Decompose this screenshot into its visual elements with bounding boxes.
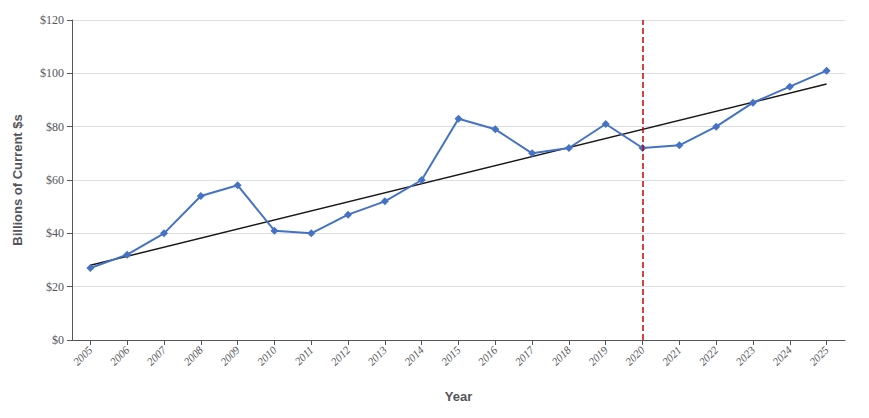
svg-text:Year: Year — [445, 389, 472, 404]
svg-text:2021: 2021 — [660, 344, 684, 368]
svg-text:$80: $80 — [46, 120, 64, 134]
svg-text:$0: $0 — [52, 333, 64, 347]
svg-text:2010: 2010 — [255, 343, 279, 367]
svg-text:2023: 2023 — [733, 343, 757, 367]
svg-text:$20: $20 — [46, 280, 64, 294]
svg-text:2025: 2025 — [807, 343, 831, 367]
svg-text:2007: 2007 — [144, 343, 168, 367]
svg-text:2024: 2024 — [770, 343, 794, 367]
svg-text:2008: 2008 — [181, 343, 205, 367]
svg-text:2006: 2006 — [107, 343, 131, 367]
svg-text:2005: 2005 — [71, 343, 95, 367]
svg-text:2013: 2013 — [365, 343, 389, 367]
svg-text:2020: 2020 — [623, 343, 647, 367]
svg-text:2018: 2018 — [549, 343, 573, 367]
svg-text:2014: 2014 — [402, 343, 426, 367]
svg-text:2019: 2019 — [586, 343, 610, 367]
svg-text:2009: 2009 — [218, 343, 242, 367]
svg-text:$100: $100 — [40, 66, 64, 80]
svg-text:$120: $120 — [40, 13, 64, 27]
svg-text:2012: 2012 — [328, 343, 352, 367]
svg-text:$60: $60 — [46, 173, 64, 187]
svg-text:2022: 2022 — [696, 343, 720, 367]
svg-text:2017: 2017 — [512, 343, 536, 367]
svg-text:2015: 2015 — [439, 343, 463, 367]
svg-text:2011: 2011 — [292, 344, 315, 367]
svg-text:Billions of Current $s: Billions of Current $s — [10, 114, 25, 245]
svg-text:2016: 2016 — [476, 343, 500, 367]
svg-text:$40: $40 — [46, 226, 64, 240]
